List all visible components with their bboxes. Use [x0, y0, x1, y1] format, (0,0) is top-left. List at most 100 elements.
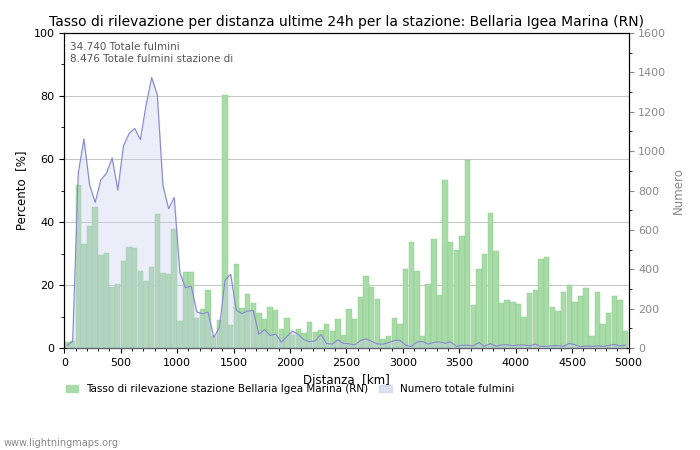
Bar — [448, 242, 454, 348]
X-axis label: Distanza  [km]: Distanza [km] — [303, 374, 390, 387]
Bar — [92, 207, 98, 348]
Bar — [352, 319, 358, 348]
Bar — [330, 331, 335, 348]
Bar — [459, 235, 465, 348]
Bar — [380, 338, 386, 348]
Bar — [234, 264, 239, 348]
Y-axis label: Percento  [%]: Percento [%] — [15, 151, 28, 230]
Bar — [420, 336, 425, 348]
Bar — [301, 333, 307, 348]
Bar — [487, 213, 493, 348]
Bar — [115, 284, 120, 348]
Bar — [623, 331, 629, 348]
Bar — [358, 297, 363, 348]
Bar — [120, 261, 126, 348]
Bar — [533, 290, 538, 348]
Bar — [442, 180, 448, 348]
Bar — [369, 288, 375, 348]
Bar — [578, 296, 583, 348]
Bar — [397, 324, 402, 348]
Bar — [617, 300, 623, 348]
Bar — [251, 303, 256, 348]
Bar — [470, 306, 476, 348]
Bar — [363, 276, 369, 348]
Bar — [267, 307, 273, 348]
Bar — [505, 300, 510, 348]
Bar — [211, 336, 216, 348]
Bar — [127, 248, 132, 348]
Bar — [516, 304, 522, 348]
Bar — [589, 337, 594, 348]
Bar — [341, 335, 346, 348]
Bar — [374, 299, 380, 348]
Bar — [284, 318, 290, 348]
Bar — [172, 229, 177, 348]
Bar — [601, 324, 606, 348]
Bar — [188, 272, 194, 348]
Bar — [510, 302, 515, 348]
Bar — [160, 273, 166, 348]
Bar — [64, 342, 70, 348]
Title: Tasso di rilevazione per distanza ultime 24h per la stazione: Bellaria Igea Mari: Tasso di rilevazione per distanza ultime… — [49, 15, 644, 29]
Bar — [216, 320, 222, 348]
Bar — [386, 336, 391, 348]
Bar — [239, 307, 244, 348]
Bar — [584, 288, 589, 348]
Text: 34.740 Totale fulmini
8.476 Totale fulmini stazione di: 34.740 Totale fulmini 8.476 Totale fulmi… — [70, 42, 233, 64]
Bar — [454, 250, 459, 348]
Bar — [335, 319, 341, 348]
Bar — [262, 319, 267, 348]
Bar — [132, 248, 137, 348]
Bar — [409, 243, 414, 348]
Bar — [245, 294, 251, 348]
Bar — [138, 271, 143, 348]
Bar — [403, 270, 408, 348]
Bar — [612, 296, 617, 348]
Bar — [324, 324, 329, 348]
Y-axis label: Numero: Numero — [672, 167, 685, 214]
Bar — [273, 310, 279, 348]
Bar — [550, 307, 555, 348]
Bar — [572, 302, 578, 348]
Bar — [76, 184, 81, 348]
Text: www.lightningmaps.org: www.lightningmaps.org — [4, 438, 118, 448]
Bar — [346, 309, 352, 348]
Bar — [155, 214, 160, 348]
Bar — [109, 287, 115, 348]
Bar — [256, 313, 262, 348]
Bar — [566, 285, 572, 348]
Bar — [538, 259, 544, 348]
Bar — [98, 255, 104, 348]
Bar — [295, 329, 301, 348]
Bar — [87, 226, 92, 348]
Bar — [223, 95, 228, 348]
Bar — [595, 292, 600, 348]
Bar — [290, 335, 295, 348]
Bar — [482, 254, 487, 348]
Bar — [414, 271, 419, 348]
Bar — [307, 322, 312, 348]
Bar — [318, 330, 323, 348]
Bar — [561, 292, 566, 348]
Bar — [494, 251, 498, 348]
Bar — [104, 253, 109, 348]
Bar — [476, 269, 482, 348]
Bar — [437, 295, 442, 348]
Bar — [279, 329, 284, 348]
Bar — [199, 309, 205, 348]
Bar — [194, 318, 199, 348]
Bar — [391, 319, 397, 348]
Bar — [555, 311, 561, 348]
Bar — [606, 313, 611, 348]
Bar — [81, 243, 87, 348]
Bar — [426, 284, 431, 348]
Bar — [228, 325, 233, 348]
Bar — [544, 257, 550, 348]
Bar — [522, 317, 527, 348]
Bar — [499, 302, 504, 348]
Bar — [149, 267, 154, 348]
Bar — [144, 281, 148, 348]
Bar — [177, 321, 183, 348]
Bar — [527, 293, 533, 348]
Bar — [465, 160, 470, 348]
